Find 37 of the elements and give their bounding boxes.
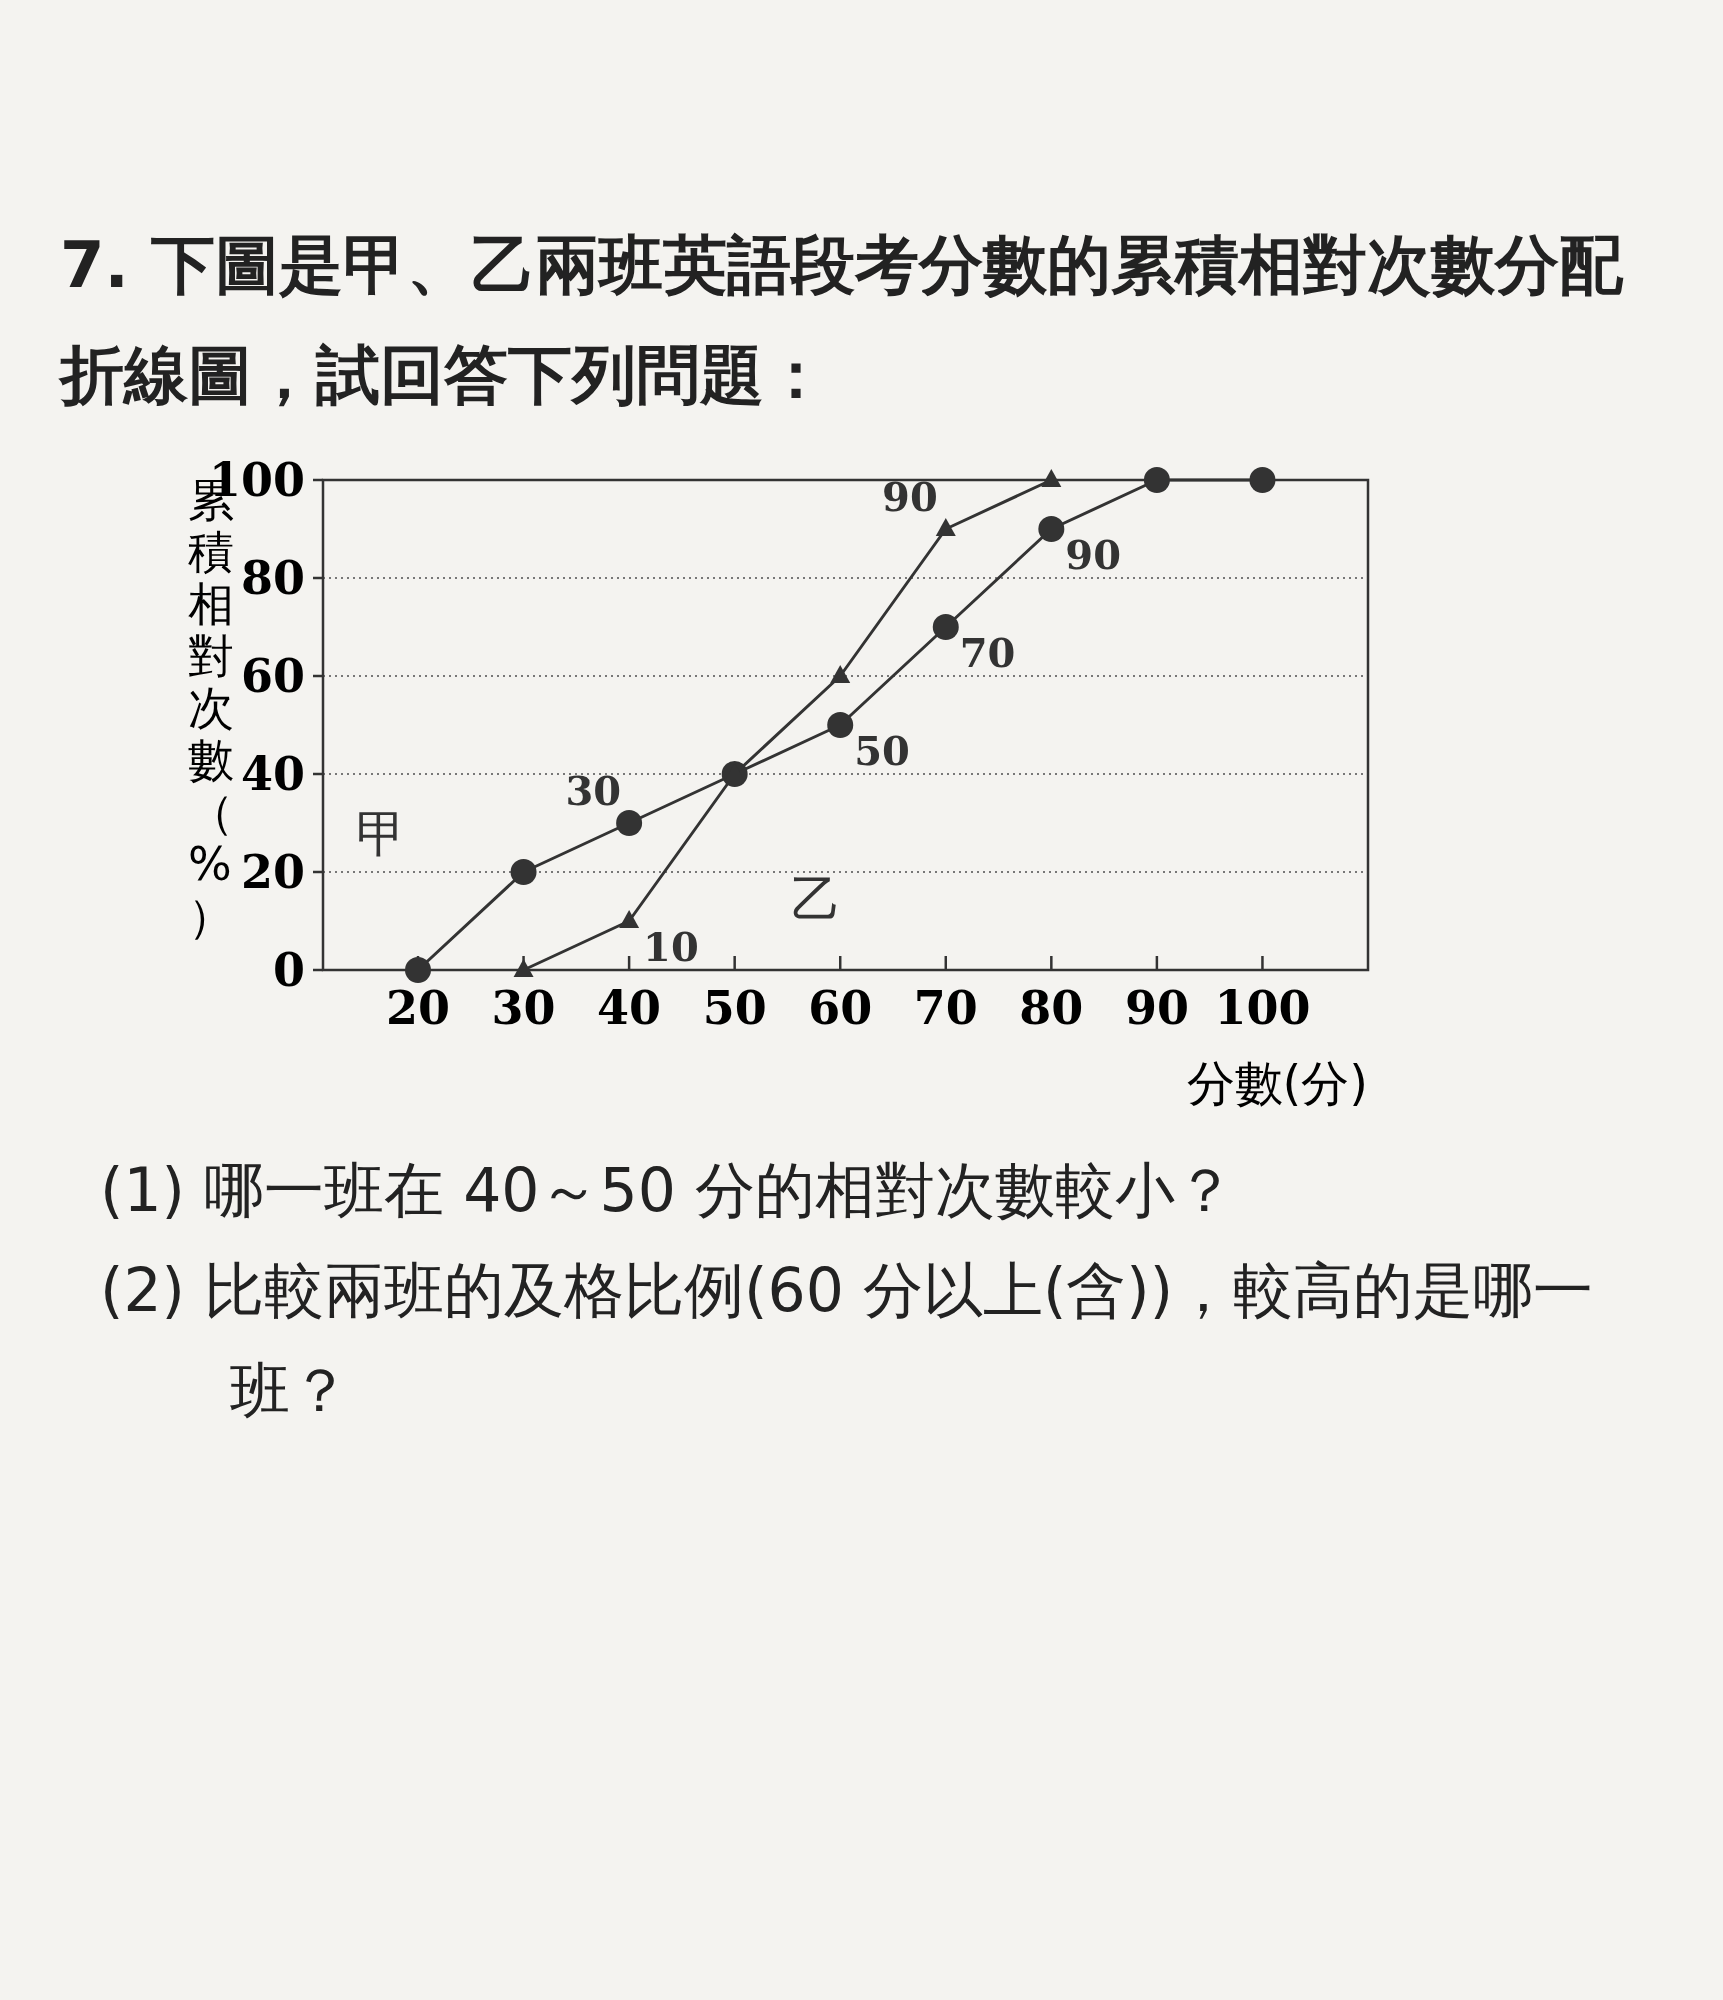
text: (1) 哪一班在 40～50 分的相對次數較小？ [100,1154,1236,1227]
x-axis-title: 分數(分) [1186,1055,1368,1111]
data-label: 70 [959,629,1016,676]
y-tick-label: 40 [240,747,305,801]
data-label: 30 [565,767,622,814]
point [935,518,956,536]
x-tick-label: 70 [913,981,978,1035]
x-tick-label: 100 [1214,981,1311,1035]
x-tick-label: 30 [491,981,556,1035]
point [510,859,537,885]
data-label: 90 [1065,531,1122,578]
point [616,810,643,836]
x-tick-label: 90 [1124,981,1189,1035]
point [1041,469,1062,487]
data-label: 50 [854,727,910,774]
point [1143,467,1170,493]
text: 乙 [791,869,842,928]
text: (2) 比較兩班的及格比例(60 分以上(含))，較高的是哪一班？ [100,1254,1595,1427]
y-tick-label: 60 [240,649,305,703]
x-tick-label: 60 [808,981,873,1035]
chart-title: 7. 下圖是甲、乙兩班英語段考分數的累積相對次數分配折線圖，試回答下列問題： [60,227,1625,414]
x-tick-label: 50 [702,981,767,1035]
y-tick-label: 20 [240,845,305,899]
point [932,614,959,640]
point [827,712,854,738]
x-tick-label: 20 [385,981,451,1035]
data-label: 10 [643,923,699,970]
y-tick-label: 0 [272,943,305,997]
point [1249,467,1276,493]
x-tick-label: 80 [1019,981,1084,1035]
point [619,910,640,928]
series-label: 甲 [355,805,406,863]
point [830,665,851,683]
point [1038,516,1065,542]
y-tick-label: 80 [240,551,305,605]
x-tick-label: 40 [597,981,662,1035]
data-label: 90 [882,473,938,520]
